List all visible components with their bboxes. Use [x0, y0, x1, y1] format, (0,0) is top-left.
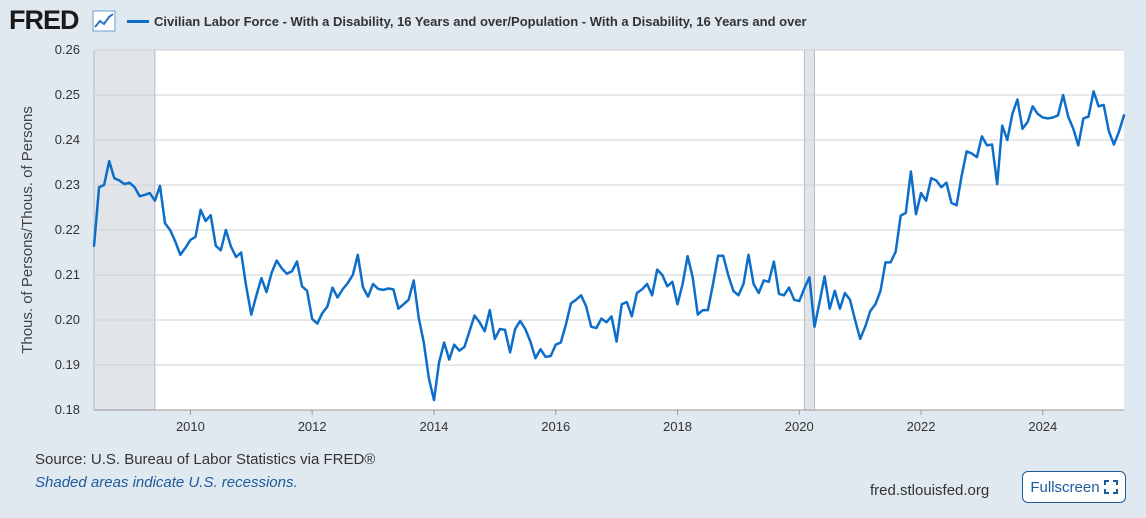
series-line: [92, 90, 1126, 402]
x-tick-label: 2018: [663, 419, 692, 434]
fullscreen-icon: [1103, 480, 1118, 494]
legend-label: Civilian Labor Force - With a Disability…: [154, 13, 807, 29]
y-tick-label: 0.20: [55, 312, 80, 327]
fullscreen-label: Fullscreen: [1030, 478, 1100, 496]
x-tick-label: 2024: [1028, 419, 1057, 434]
source-note: Source: U.S. Bureau of Labor Statistics …: [35, 451, 376, 468]
fred-logo[interactable]: FRED: [9, 5, 79, 35]
x-tick-label: 2012: [298, 419, 327, 434]
y-tick-label: 0.25: [55, 87, 80, 102]
recession-note: Shaded areas indicate U.S. recessions.: [35, 474, 298, 491]
y-tick-label: 0.18: [55, 402, 80, 417]
y-tick-label: 0.24: [55, 132, 80, 147]
x-tick-label: 2022: [907, 419, 936, 434]
fred-graph-icon: [92, 10, 116, 32]
y-tick-label: 0.22: [55, 222, 80, 237]
x-tick-label: 2014: [419, 419, 448, 434]
legend: Civilian Labor Force - With a Disability…: [127, 12, 807, 30]
x-tick-label: 2020: [785, 419, 814, 434]
y-tick-label: 0.21: [55, 267, 80, 282]
y-tick-label: 0.19: [55, 357, 80, 372]
y-axis-label: Thous. of Persons/Thous. of Persons: [19, 106, 36, 354]
y-tick-label: 0.23: [55, 177, 80, 192]
fred-url[interactable]: fred.stlouisfed.org: [870, 482, 990, 499]
x-tick-label: 2016: [541, 419, 570, 434]
chart-header: FRED Civilian Labor Force - With a Disab…: [0, 0, 1146, 44]
legend-swatch: [127, 19, 149, 23]
fullscreen-button[interactable]: Fullscreen: [1022, 471, 1126, 503]
y-tick-label: 0.26: [55, 42, 80, 57]
x-tick-label: 2010: [176, 419, 205, 434]
line-chart: 0.18 0.19 0.20 0.21 0.22 0.23 0.24 0.25 0.26 2010…: [19, 42, 1126, 434]
